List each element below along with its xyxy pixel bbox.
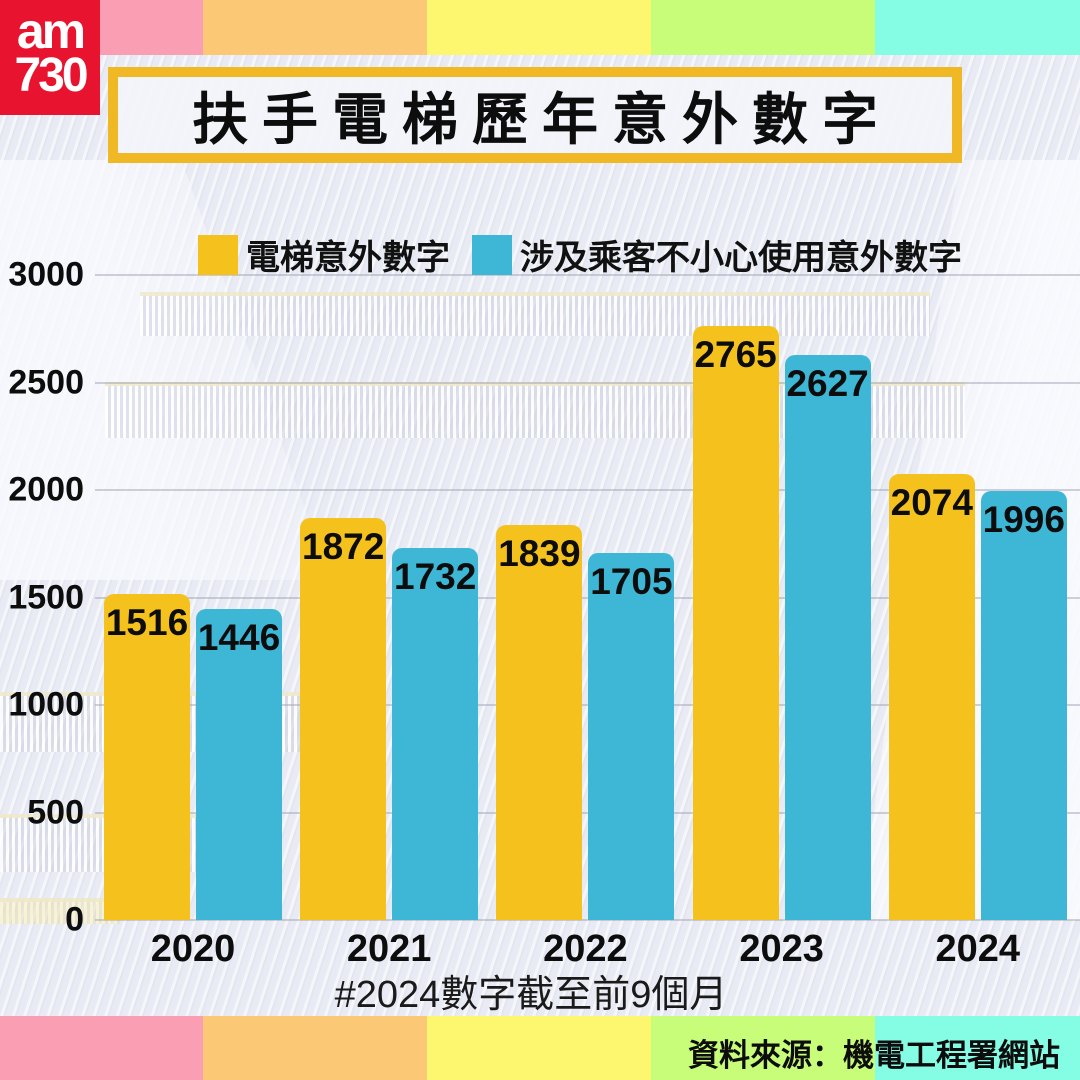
bar-value-label: 1996	[982, 499, 1065, 540]
logo-text-730: 730	[14, 49, 88, 102]
x-axis-label-2022: 2022	[543, 928, 628, 970]
bar-value-label: 1839	[498, 533, 581, 574]
source-credit: 資料來源：機電工程署網站	[688, 1038, 1060, 1073]
bar-2020-blue: 1446	[196, 609, 282, 920]
bar-value-label: 2627	[786, 363, 869, 404]
bar-value-label: 2765	[694, 334, 777, 375]
legend-item-yellow: 電梯意外數字	[198, 230, 450, 279]
strip-segment	[875, 0, 1080, 55]
background-step-ridge	[140, 292, 930, 336]
strip-segment	[203, 0, 427, 55]
bar-2023-blue: 2627	[784, 355, 871, 920]
bar-2021-blue: 1732	[392, 548, 479, 920]
x-axis-label-2023: 2023	[739, 928, 824, 970]
x-axis-label-2021: 2021	[346, 928, 432, 970]
gridline-500	[95, 811, 1080, 814]
strip-segment	[875, 1016, 1080, 1080]
gridline-1500	[95, 596, 1080, 599]
bar-value-label: 1732	[394, 556, 477, 597]
x-axis-label-2020: 2020	[150, 928, 236, 970]
y-axis-label-500: 500	[27, 793, 84, 831]
bar-2023-yellow: 2765	[692, 326, 779, 920]
y-axis-label-2500: 2500	[8, 363, 84, 401]
bar-2024-yellow: 2074	[888, 474, 975, 920]
strip-segment	[0, 1016, 203, 1080]
bar-value-label: 2074	[890, 482, 973, 523]
strip-segment	[203, 1016, 427, 1080]
chart-footnote: #2024數字截至前9個月	[334, 974, 728, 1016]
y-axis-label-0: 0	[65, 900, 84, 939]
bottom-color-strip	[0, 1016, 1080, 1080]
chart-legend: 電梯意外數字 涉及乘客不小心使用意外數字	[95, 230, 1065, 279]
legend-label-yellow: 電梯意外數字	[246, 239, 450, 277]
y-axis-label-1000: 1000	[8, 685, 84, 724]
title-box: 扶手電梯歷年意外數字	[108, 67, 962, 163]
x-axis-label-2024: 2024	[935, 928, 1021, 970]
strip-segment	[651, 0, 875, 55]
strip-segment	[427, 1016, 651, 1080]
legend-label-blue: 涉及乘客不小心使用意外數字	[520, 239, 962, 277]
page-title: 扶手電梯歷年意外數字	[192, 87, 892, 151]
gridline-1000	[95, 704, 1080, 706]
bar-2022-blue: 1705	[588, 553, 675, 920]
bar-value-label: 1872	[302, 526, 385, 567]
legend-swatch-blue	[472, 234, 512, 275]
background-step-ridge	[0, 898, 120, 924]
am730-logo: am 730	[0, 0, 100, 115]
gridline-0	[95, 919, 1080, 921]
bar-2020-yellow: 1516	[104, 594, 190, 920]
legend-swatch-yellow	[198, 234, 238, 275]
gridline-3000	[95, 274, 1080, 276]
bar-2022-yellow: 1839	[496, 525, 583, 920]
legend-item-blue: 涉及乘客不小心使用意外數字	[472, 230, 962, 279]
gridline-2500	[95, 381, 1080, 384]
y-axis-label-2000: 2000	[8, 470, 84, 509]
gridline-2000	[95, 489, 1080, 491]
strip-segment	[427, 0, 651, 55]
bar-value-label: 1705	[590, 561, 673, 602]
bar-2021-yellow: 1872	[300, 518, 387, 920]
y-axis-label-3000: 3000	[8, 255, 84, 294]
bar-2024-blue: 1996	[980, 491, 1067, 920]
bar-value-label: 1516	[105, 602, 189, 643]
y-axis-label-1500: 1500	[8, 578, 84, 616]
bar-value-label: 1446	[197, 617, 281, 658]
logo-text-am: am	[16, 3, 86, 59]
strip-segment	[651, 1016, 875, 1080]
